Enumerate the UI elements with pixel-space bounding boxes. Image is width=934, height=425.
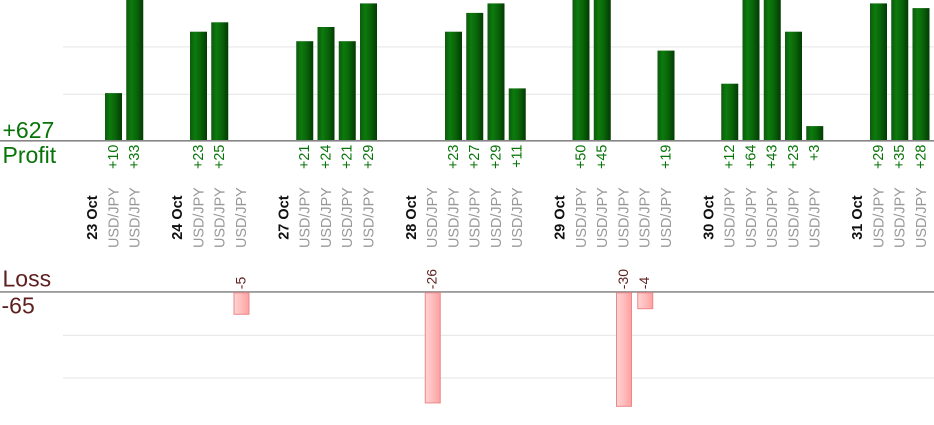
svg-text:USD/JPY: USD/JPY <box>234 187 250 248</box>
svg-text:USD/JPY: USD/JPY <box>574 187 590 248</box>
svg-text:+29: +29 <box>489 145 505 169</box>
svg-text:USD/JPY: USD/JPY <box>468 187 484 248</box>
svg-text:Profit: Profit <box>3 142 57 168</box>
svg-text:USD/JPY: USD/JPY <box>107 187 123 248</box>
svg-text:+27: +27 <box>467 145 483 169</box>
svg-text:-30: -30 <box>615 269 631 289</box>
svg-text:+64: +64 <box>744 145 760 169</box>
svg-text:27 Oct: 27 Oct <box>277 195 293 239</box>
svg-text:+19: +19 <box>659 145 675 169</box>
svg-text:+10: +10 <box>106 145 122 169</box>
svg-text:-65: -65 <box>2 293 35 319</box>
svg-text:USD/JPY: USD/JPY <box>723 187 739 248</box>
svg-text:USD/JPY: USD/JPY <box>362 187 378 248</box>
svg-text:+25: +25 <box>212 145 228 169</box>
svg-text:USD/JPY: USD/JPY <box>872 187 888 248</box>
svg-text:+35: +35 <box>892 145 908 169</box>
svg-text:USD/JPY: USD/JPY <box>914 187 930 248</box>
svg-text:USD/JPY: USD/JPY <box>595 187 611 248</box>
svg-text:31 Oct: 31 Oct <box>850 195 866 239</box>
svg-text:USD/JPY: USD/JPY <box>765 187 781 248</box>
svg-text:USD/JPY: USD/JPY <box>192 187 208 248</box>
svg-text:+627: +627 <box>3 117 55 143</box>
svg-text:+33: +33 <box>127 145 143 169</box>
svg-text:USD/JPY: USD/JPY <box>447 187 463 248</box>
svg-text:USD/JPY: USD/JPY <box>893 187 909 248</box>
svg-text:USD/JPY: USD/JPY <box>298 187 314 248</box>
svg-text:USD/JPY: USD/JPY <box>787 187 803 248</box>
svg-text:USD/JPY: USD/JPY <box>638 187 654 248</box>
svg-text:-5: -5 <box>233 277 249 290</box>
svg-text:USD/JPY: USD/JPY <box>128 187 144 248</box>
svg-text:+23: +23 <box>191 145 207 169</box>
svg-text:+21: +21 <box>340 145 356 169</box>
svg-text:USD/JPY: USD/JPY <box>808 187 824 248</box>
svg-text:+3: +3 <box>807 145 823 161</box>
svg-text:Loss: Loss <box>3 266 52 292</box>
svg-text:30 Oct: 30 Oct <box>702 195 718 239</box>
svg-text:USD/JPY: USD/JPY <box>213 187 229 248</box>
svg-text:-4: -4 <box>636 277 652 290</box>
svg-text:+23: +23 <box>786 145 802 169</box>
svg-text:+21: +21 <box>297 145 313 169</box>
svg-text:+11: +11 <box>510 145 526 168</box>
svg-text:USD/JPY: USD/JPY <box>744 187 760 248</box>
svg-text:24 Oct: 24 Oct <box>170 195 186 239</box>
svg-text:+50: +50 <box>574 145 590 169</box>
svg-text:28 Oct: 28 Oct <box>404 195 420 239</box>
svg-text:+29: +29 <box>361 145 377 169</box>
svg-text:USD/JPY: USD/JPY <box>489 187 505 248</box>
svg-text:+29: +29 <box>871 145 887 169</box>
svg-text:23 Oct: 23 Oct <box>85 195 101 239</box>
svg-text:+12: +12 <box>722 145 738 169</box>
svg-text:+28: +28 <box>914 145 930 169</box>
svg-text:USD/JPY: USD/JPY <box>340 187 356 248</box>
svg-text:+45: +45 <box>595 145 611 169</box>
svg-text:+23: +23 <box>446 145 462 169</box>
svg-text:USD/JPY: USD/JPY <box>319 187 335 248</box>
svg-text:29 Oct: 29 Oct <box>553 195 569 239</box>
svg-text:USD/JPY: USD/JPY <box>510 187 526 248</box>
svg-text:+43: +43 <box>765 145 781 169</box>
svg-text:USD/JPY: USD/JPY <box>617 187 633 248</box>
svg-text:-26: -26 <box>424 269 440 289</box>
svg-text:+24: +24 <box>319 145 335 169</box>
svg-text:USD/JPY: USD/JPY <box>425 187 441 248</box>
svg-text:USD/JPY: USD/JPY <box>659 187 675 248</box>
